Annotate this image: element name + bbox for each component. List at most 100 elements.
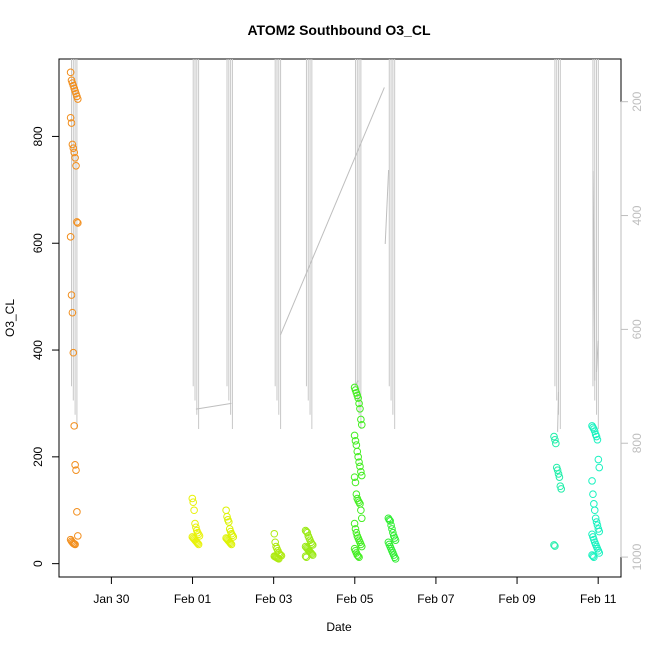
data-point [389, 528, 397, 537]
data-point [387, 521, 395, 530]
right-tick-label: 800 [630, 433, 644, 453]
data-point [73, 508, 81, 516]
data-point [353, 551, 362, 559]
data-point [308, 541, 317, 549]
data-point [67, 119, 76, 127]
data-point [227, 540, 236, 549]
data-point [301, 552, 310, 560]
data-point [391, 536, 400, 544]
data-point [551, 542, 559, 550]
x-axis: Jan 30 Feb 01 Feb 03 Feb 05 Feb 07 Feb 09 Feb … [93, 576, 617, 606]
data-point [357, 471, 366, 480]
y-axis: 0 200 400 600 800 [31, 126, 60, 567]
data-point [68, 308, 77, 317]
data-point [307, 549, 315, 557]
data-point [350, 431, 359, 440]
data-point [595, 463, 604, 472]
plot-area [58, 58, 622, 578]
x-tick-label: Feb 07 [417, 592, 455, 606]
data-point [351, 478, 360, 487]
data-point [355, 458, 363, 466]
data-point [357, 514, 366, 523]
data-point [357, 506, 365, 515]
y-axis-label: O3_CL [3, 299, 17, 337]
data-point [71, 153, 79, 162]
data-point [222, 506, 230, 515]
grey-trace-segment [595, 340, 599, 373]
grey-trace-segment [354, 380, 359, 387]
data-point [353, 447, 362, 456]
y-tick-label: 0 [31, 560, 45, 567]
data-point [354, 552, 362, 560]
y-tick-label: 600 [31, 233, 45, 253]
grey-trace-segment [279, 87, 385, 336]
x-tick-label: Feb 09 [498, 592, 536, 606]
data-point [193, 538, 201, 547]
data-point [593, 435, 602, 444]
data-point [589, 552, 597, 560]
data-point [66, 113, 75, 122]
data-point [592, 432, 601, 441]
x-tick-label: Jan 30 [93, 592, 129, 606]
data-point [590, 506, 599, 515]
data-point [388, 525, 396, 533]
data-point [595, 527, 604, 536]
data-point [552, 439, 560, 448]
data-point [71, 461, 79, 469]
data-point [72, 466, 80, 474]
data-point [303, 528, 312, 537]
grey-trace-segment [557, 391, 559, 432]
grey-trace-segment [195, 402, 232, 410]
data-point [356, 404, 364, 413]
data-point [555, 473, 564, 481]
data-point [302, 553, 311, 562]
data-point [352, 441, 361, 449]
data-point [191, 519, 199, 528]
data-point [69, 144, 78, 152]
data-point [228, 531, 237, 540]
data-point [355, 399, 363, 408]
data-point [193, 539, 202, 548]
grey-trace-lines [71, 59, 599, 432]
data-point [588, 477, 596, 485]
data-point [188, 494, 197, 503]
data-point [595, 549, 604, 557]
right-tick-label: 1000 [630, 543, 644, 570]
y-tick-label: 200 [31, 447, 45, 467]
grey-trace-segment [592, 171, 596, 381]
x-tick-label: Feb 01 [174, 592, 212, 606]
data-point [355, 498, 363, 507]
y-tick-label: 400 [31, 340, 45, 360]
data-point [356, 462, 364, 471]
data-point [225, 538, 234, 547]
data-point [590, 500, 598, 508]
data-points [66, 68, 604, 563]
right-axis: 200 400 600 800 1000 [620, 91, 644, 570]
data-point [550, 432, 558, 441]
data-point [69, 348, 78, 357]
data-point [72, 162, 80, 170]
data-point [190, 506, 198, 515]
data-point [68, 140, 77, 149]
data-point [352, 528, 361, 537]
data-point [270, 529, 279, 538]
data-point [551, 435, 559, 444]
data-point [274, 555, 283, 563]
data-point [354, 453, 362, 461]
data-point [71, 540, 79, 549]
data-point [350, 519, 359, 528]
data-point [302, 527, 311, 536]
data-point [355, 553, 363, 562]
data-point [589, 490, 597, 499]
right-tick-label: 200 [630, 91, 644, 111]
data-point [357, 467, 365, 476]
data-point [557, 485, 566, 493]
y-tick-label: 800 [31, 126, 45, 146]
data-point [223, 512, 231, 521]
data-point [308, 540, 316, 548]
data-point [70, 148, 79, 157]
data-point [588, 551, 596, 559]
data-point [553, 466, 562, 474]
data-point [74, 532, 82, 540]
